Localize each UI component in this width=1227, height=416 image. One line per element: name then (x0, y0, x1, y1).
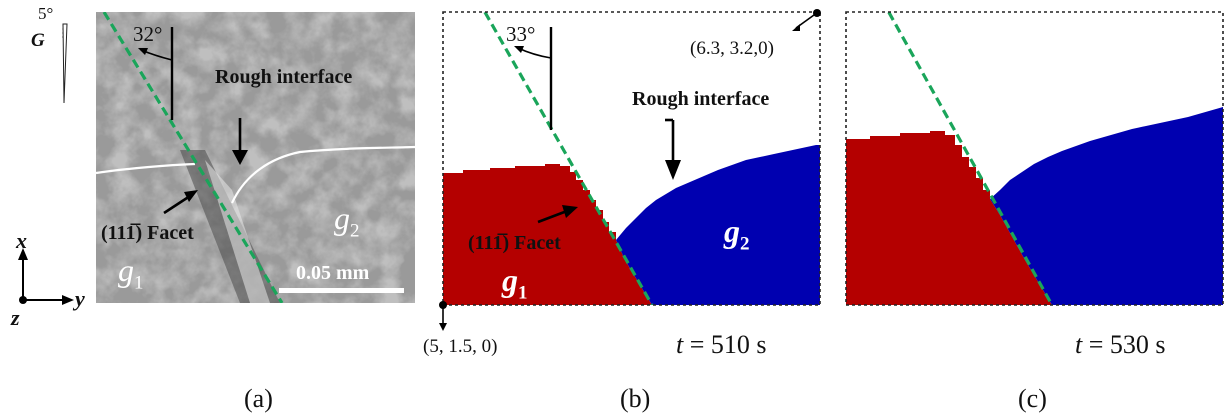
facet-arrow-head (184, 190, 198, 202)
facet-arrow-shaft (163, 194, 191, 215)
axis-x-label: x (16, 228, 27, 253)
rough-interface-arrow-head (232, 150, 248, 165)
grain1-region (846, 131, 1052, 305)
panel-b-simulation (439, 9, 821, 331)
time-value: = 530 s (1088, 330, 1166, 359)
angle-label: 33° (506, 22, 536, 46)
corner-marker-top-right (813, 9, 821, 17)
time-label: t = 530 s (1075, 330, 1166, 360)
time-variable: t (1075, 330, 1083, 359)
x-axis-arrowhead (18, 248, 28, 260)
grain1-label: g1 (118, 252, 144, 294)
grain2-label: g2 (334, 200, 360, 242)
grain2-region (990, 107, 1223, 305)
caption-a: (a) (244, 384, 273, 413)
facet-line (102, 12, 284, 303)
grain1-label: g1 (502, 262, 528, 304)
facet-label: (111̅) Facet (468, 232, 561, 254)
panel-c-frame (845, 11, 1224, 306)
caption-b: (b) (620, 384, 651, 413)
facet-line (483, 12, 654, 305)
corner-coordinate-bottom-left: (5, 1.5, 0) (423, 336, 498, 357)
angle-arc-arrowhead (138, 48, 148, 55)
rough-interface-arrow-head (665, 160, 681, 180)
interface-curve-right (231, 145, 415, 204)
corner-coordinate-top-right: (6.3, 3.2,0) (690, 38, 774, 59)
angle-arc-arrowhead (514, 46, 524, 53)
rough-interface-label: Rough interface (215, 66, 353, 88)
z-axis-dot (19, 296, 27, 304)
gradient-symbol-label: G (31, 30, 45, 51)
gradient-angle-label: 5° (38, 4, 54, 23)
axis-y-label: y (75, 286, 85, 311)
facet-arrow-head (562, 205, 578, 218)
grain1-subscript: 1 (518, 282, 528, 304)
facet-label: (111̅) Facet (101, 222, 194, 244)
scale-bar-label: 0.05 mm (296, 262, 370, 284)
coordinate-axes (18, 248, 74, 305)
panel-c-simulation (845, 11, 1224, 306)
grain1-region (443, 164, 652, 305)
rough-interface-label: Rough interface (632, 88, 770, 110)
angle-arc (517, 47, 552, 59)
grain2-label: g2 (724, 213, 750, 255)
y-axis-arrowhead (62, 295, 74, 305)
grain2-subscript: 2 (350, 220, 360, 242)
grain2-subscript: 2 (740, 233, 750, 255)
time-variable: t (676, 330, 684, 359)
grain1-subscript: 1 (134, 272, 144, 294)
gradient-wedge (62, 23, 68, 104)
panel-b-frame (442, 11, 821, 306)
facet-arrow-shaft (537, 209, 568, 224)
corner-arrowhead-top-right (792, 24, 800, 31)
gradient-indicator (62, 23, 68, 104)
caption-c: (c) (1018, 384, 1047, 413)
time-label: t = 510 s (676, 330, 767, 360)
scale-bar (279, 288, 404, 293)
angle-label: 32° (133, 22, 163, 46)
panel-a-micrograph (96, 12, 415, 303)
time-value: = 510 s (689, 330, 767, 359)
corner-marker-bottom-left (439, 301, 447, 309)
grain2-region (616, 145, 820, 305)
interface-curve-left (96, 162, 196, 175)
axis-z-label: z (11, 305, 20, 330)
corner-arrowhead-bottom-left (439, 323, 447, 331)
facet-line (886, 12, 1054, 305)
